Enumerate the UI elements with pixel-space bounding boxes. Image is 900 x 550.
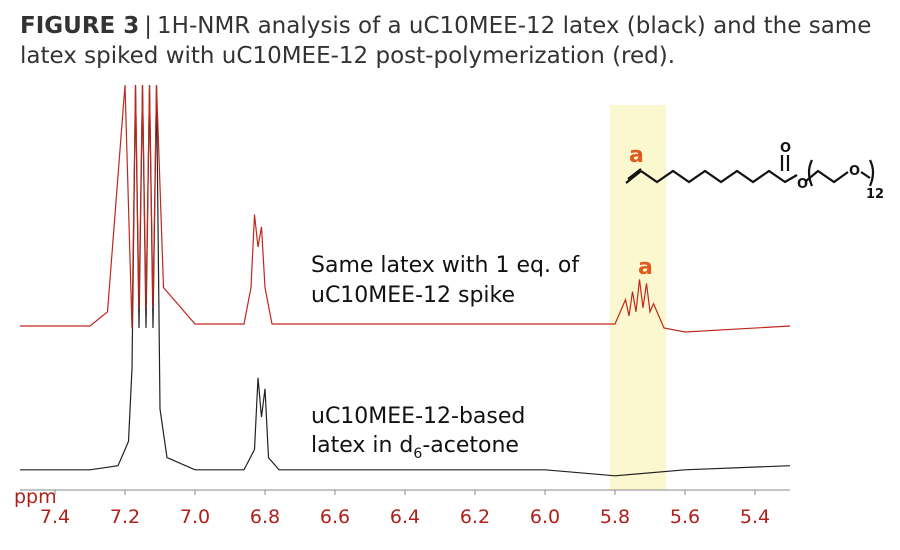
x-tick-label: 7.0 (180, 506, 210, 528)
subscript: 12 (866, 187, 884, 202)
annotation: uC10MEE-12-based (311, 404, 525, 429)
annotation: uC10MEE-12 spike (311, 283, 515, 308)
x-tick-label: 6.8 (250, 506, 280, 528)
annotation: Same latex with 1 eq. of (311, 253, 580, 278)
separator: | (144, 13, 152, 39)
x-tick-label: 6.2 (460, 506, 490, 528)
title-line: 1H-NMR analysis of a uC10MEE-12 latex (b… (157, 13, 871, 39)
x-tick-label: 5.4 (740, 506, 770, 528)
peak-label: a (638, 255, 653, 280)
x-tick-label: 6.0 (530, 506, 560, 528)
spectrum (20, 84, 791, 333)
title-line: latex spiked with uC10MEE-12 post-polyme… (20, 43, 675, 69)
bonds (625, 168, 798, 184)
annotation-text: -acetone (422, 433, 519, 458)
figure-label: FIGURE 3 (20, 13, 139, 39)
x-axis-label: ppm (14, 486, 57, 508)
structure: a O O O 12 (625, 141, 884, 202)
subscript: 6 (413, 446, 422, 462)
atom: O (780, 141, 791, 156)
atom: O (797, 177, 808, 192)
annotation: latex in d6-acetone (311, 433, 519, 462)
x-tick-label: 6.6 (320, 506, 350, 528)
x-tick-label: 7.4 (40, 506, 70, 528)
x-tick-label: 5.6 (670, 506, 700, 528)
annotation-text: latex in d (311, 433, 413, 458)
x-tick-label: 7.2 (110, 506, 140, 528)
bonds (780, 155, 871, 184)
site-label: a (629, 143, 644, 168)
brackets (807, 159, 875, 187)
atom: O (849, 164, 860, 179)
x-tick-label: 5.8 (600, 506, 630, 528)
x-tick-label: 6.4 (390, 506, 420, 528)
title: FIGURE 3 | 1H-NMR analysis of a uC10MEE-12… (20, 13, 871, 39)
